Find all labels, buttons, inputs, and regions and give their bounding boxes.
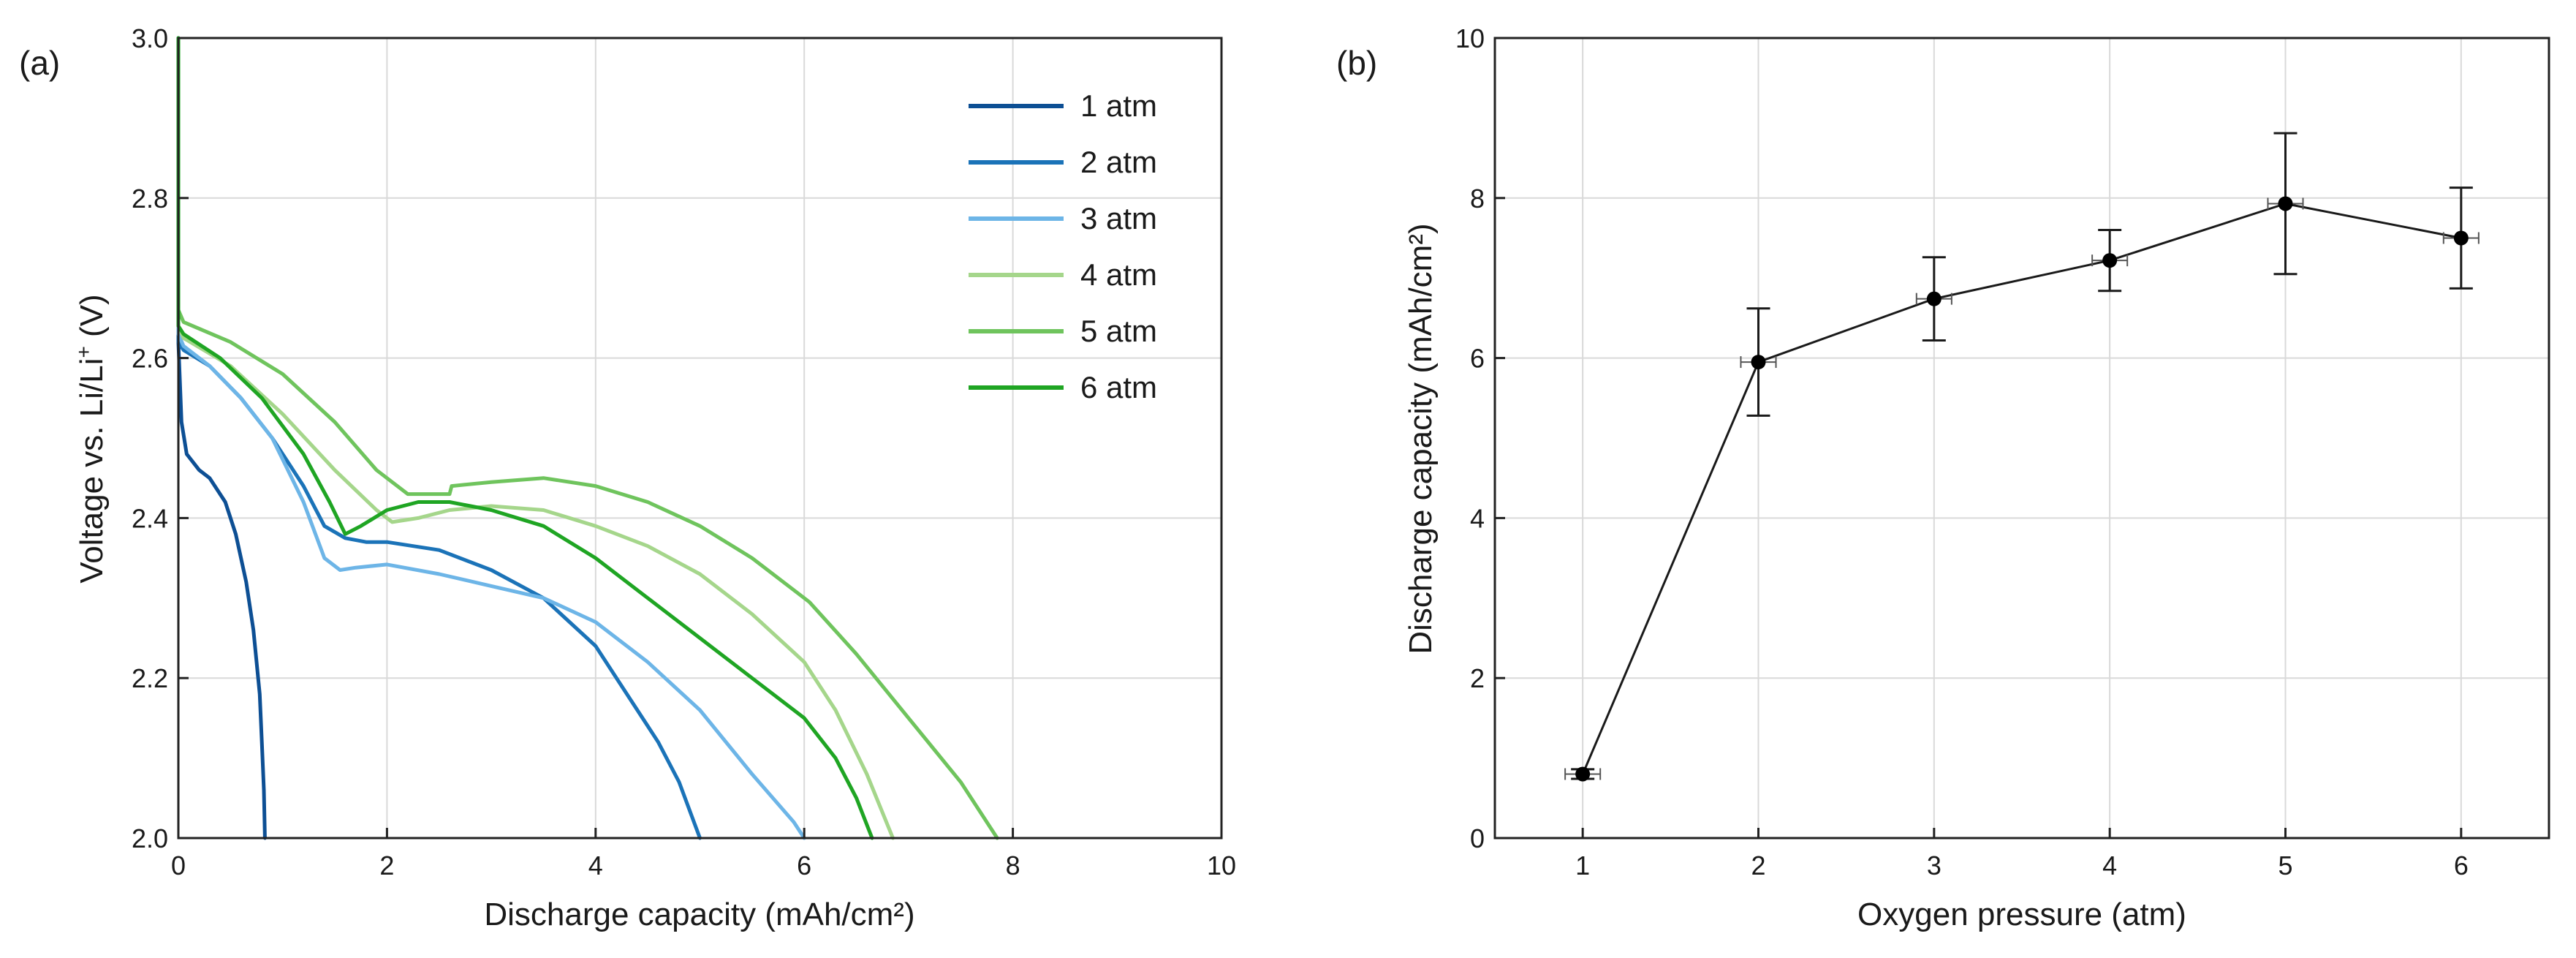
x-tick-label: 6	[797, 850, 811, 880]
legend-label: 3 atm	[1080, 201, 1157, 235]
x-tick-label: 4	[2102, 850, 2117, 880]
legend-label: 6 atm	[1080, 370, 1157, 404]
series-lines	[176, 36, 999, 840]
legend-label: 2 atm	[1080, 145, 1157, 179]
y-axis-label-superscript: +	[72, 346, 95, 358]
data-point-group	[2091, 229, 2129, 293]
data-point	[2102, 253, 2118, 268]
data-point-group	[2267, 132, 2304, 276]
grid-lines	[178, 37, 1222, 839]
data-point-group	[1564, 766, 1602, 782]
y-tick-label: 4	[1470, 503, 1485, 533]
x-tick-label: 2	[1751, 850, 1765, 880]
y-tick-label: 2.6	[132, 344, 168, 374]
data-point	[2278, 196, 2293, 211]
panel-label: (a)	[19, 44, 60, 82]
series-points	[1564, 132, 2480, 782]
legend: 1 atm 2 atm 3 atm 4 atm 5 atm 6 atm	[969, 88, 1157, 404]
series-line-1-atm	[176, 36, 267, 840]
legend-label: 1 atm	[1080, 88, 1157, 123]
y-axis-label-unit: (V)	[74, 294, 110, 346]
x-tick-label: 0	[171, 850, 186, 880]
data-point-group	[2442, 186, 2480, 290]
data-point-group	[1740, 307, 1777, 417]
y-tick-label: 10	[1455, 23, 1485, 53]
x-axis-label: Oxygen pressure (atm)	[1857, 897, 2186, 932]
x-tick-label: 3	[1927, 850, 1942, 880]
x-axis-label: Discharge capacity (mAh/cm²)	[484, 897, 914, 932]
panel-label: (b)	[1336, 44, 1377, 82]
data-point-group	[1915, 256, 1952, 342]
series-line-6-atm	[176, 36, 874, 840]
x-tick-label: 1	[1575, 850, 1590, 880]
y-tick-label: 2.2	[132, 663, 168, 693]
y-tick-label: 2	[1470, 663, 1485, 693]
x-tick-label: 4	[588, 850, 603, 880]
axis-ticks: 1 2 3 4 5 6 0 2 4 6 8 10	[1455, 23, 2469, 880]
y-tick-label: 3.0	[132, 23, 168, 53]
plot-frame	[177, 37, 1223, 840]
y-tick-label: 2.0	[132, 823, 168, 853]
x-tick-label: 5	[2278, 850, 2292, 880]
data-point	[1926, 291, 1942, 306]
data-point	[1751, 355, 1766, 370]
y-tick-label: 2.8	[132, 184, 168, 214]
series-line-5-atm	[176, 36, 999, 840]
y-tick-label: 2.4	[132, 503, 168, 533]
data-point	[2453, 230, 2469, 246]
axis-ticks: 0 2 4 6 8 10 2.0 2.2 2.4 2.6 2.8 3.0	[132, 23, 1236, 880]
series-connector-line	[1581, 202, 2462, 775]
y-axis-label-main: Voltage vs. Li/Li	[74, 358, 110, 584]
y-tick-label: 8	[1470, 184, 1485, 214]
legend-label: 4 atm	[1080, 257, 1157, 292]
plot-frame	[1493, 37, 2550, 840]
y-axis-label: Discharge capacity (mAh/cm²)	[1403, 223, 1439, 654]
y-tick-label: 6	[1470, 344, 1485, 374]
voltage-chart: 0 2 4 6 8 10 2.0 2.2 2.4 2.6 2.8 3.0 (a) Discharge …	[19, 23, 1236, 932]
series-line-3-atm	[176, 36, 806, 840]
legend-label: 5 atm	[1080, 314, 1157, 348]
x-tick-label: 2	[379, 850, 394, 880]
x-tick-label: 6	[2454, 850, 2469, 880]
y-axis-label: Voltage vs. Li/Li+ (V)	[72, 294, 110, 583]
x-tick-label: 8	[1006, 850, 1020, 880]
y-tick-label: 0	[1470, 823, 1485, 853]
data-point	[1575, 766, 1591, 782]
x-tick-label: 10	[1207, 850, 1236, 880]
